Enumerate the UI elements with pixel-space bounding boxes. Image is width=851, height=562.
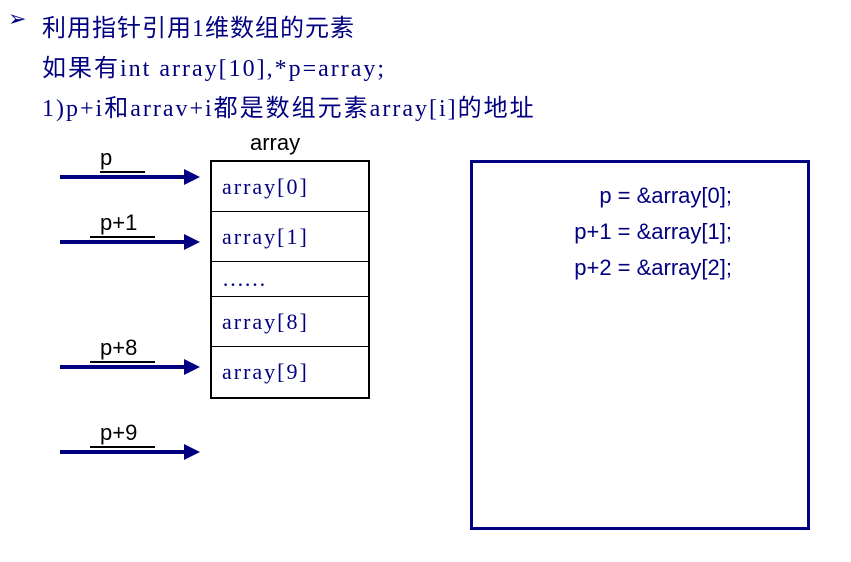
array-cell-ellipsis: …… xyxy=(212,262,368,297)
pointer-underline xyxy=(90,361,155,363)
array-cell: array[9] xyxy=(212,347,368,397)
heading-line1: 利用指针引用1维数组的元素 xyxy=(42,8,355,43)
arrow-line xyxy=(60,365,188,369)
pointer-label: p xyxy=(100,145,112,171)
heading-line2: 如果有int array[10],*p=array; xyxy=(42,48,386,83)
equation-box: p = &array[0]; p+1 = &array[1]; p+2 = &a… xyxy=(470,160,810,530)
pointer-label: p+8 xyxy=(100,335,137,361)
array-cell: array[0] xyxy=(212,162,368,212)
arrow-line xyxy=(60,175,188,179)
arrow-head-icon xyxy=(184,234,200,250)
arrow-head-icon xyxy=(184,169,200,185)
arrow-head-icon xyxy=(184,444,200,460)
arrow-line xyxy=(60,240,188,244)
pointer-underline xyxy=(100,171,145,173)
array-table: array[0] array[1] …… array[8] array[9] xyxy=(210,160,370,399)
equation-line: p+2 = &array[2]; xyxy=(488,255,792,281)
heading-line3: 1)p+i和arrav+i都是数组元素array[i]的地址 xyxy=(42,88,536,123)
pointer-underline xyxy=(90,236,155,238)
equation-line: p = &array[0]; xyxy=(488,183,792,209)
pointer-label: p+9 xyxy=(100,420,137,446)
bullet-icon: ➢ xyxy=(8,6,26,32)
array-cell: array[1] xyxy=(212,212,368,262)
pointer-underline xyxy=(90,446,155,448)
array-cell: array[8] xyxy=(212,297,368,347)
array-title: array xyxy=(250,130,300,156)
arrow-line xyxy=(60,450,188,454)
arrow-head-icon xyxy=(184,359,200,375)
pointer-label: p+1 xyxy=(100,210,137,236)
equation-line: p+1 = &array[1]; xyxy=(488,219,792,245)
